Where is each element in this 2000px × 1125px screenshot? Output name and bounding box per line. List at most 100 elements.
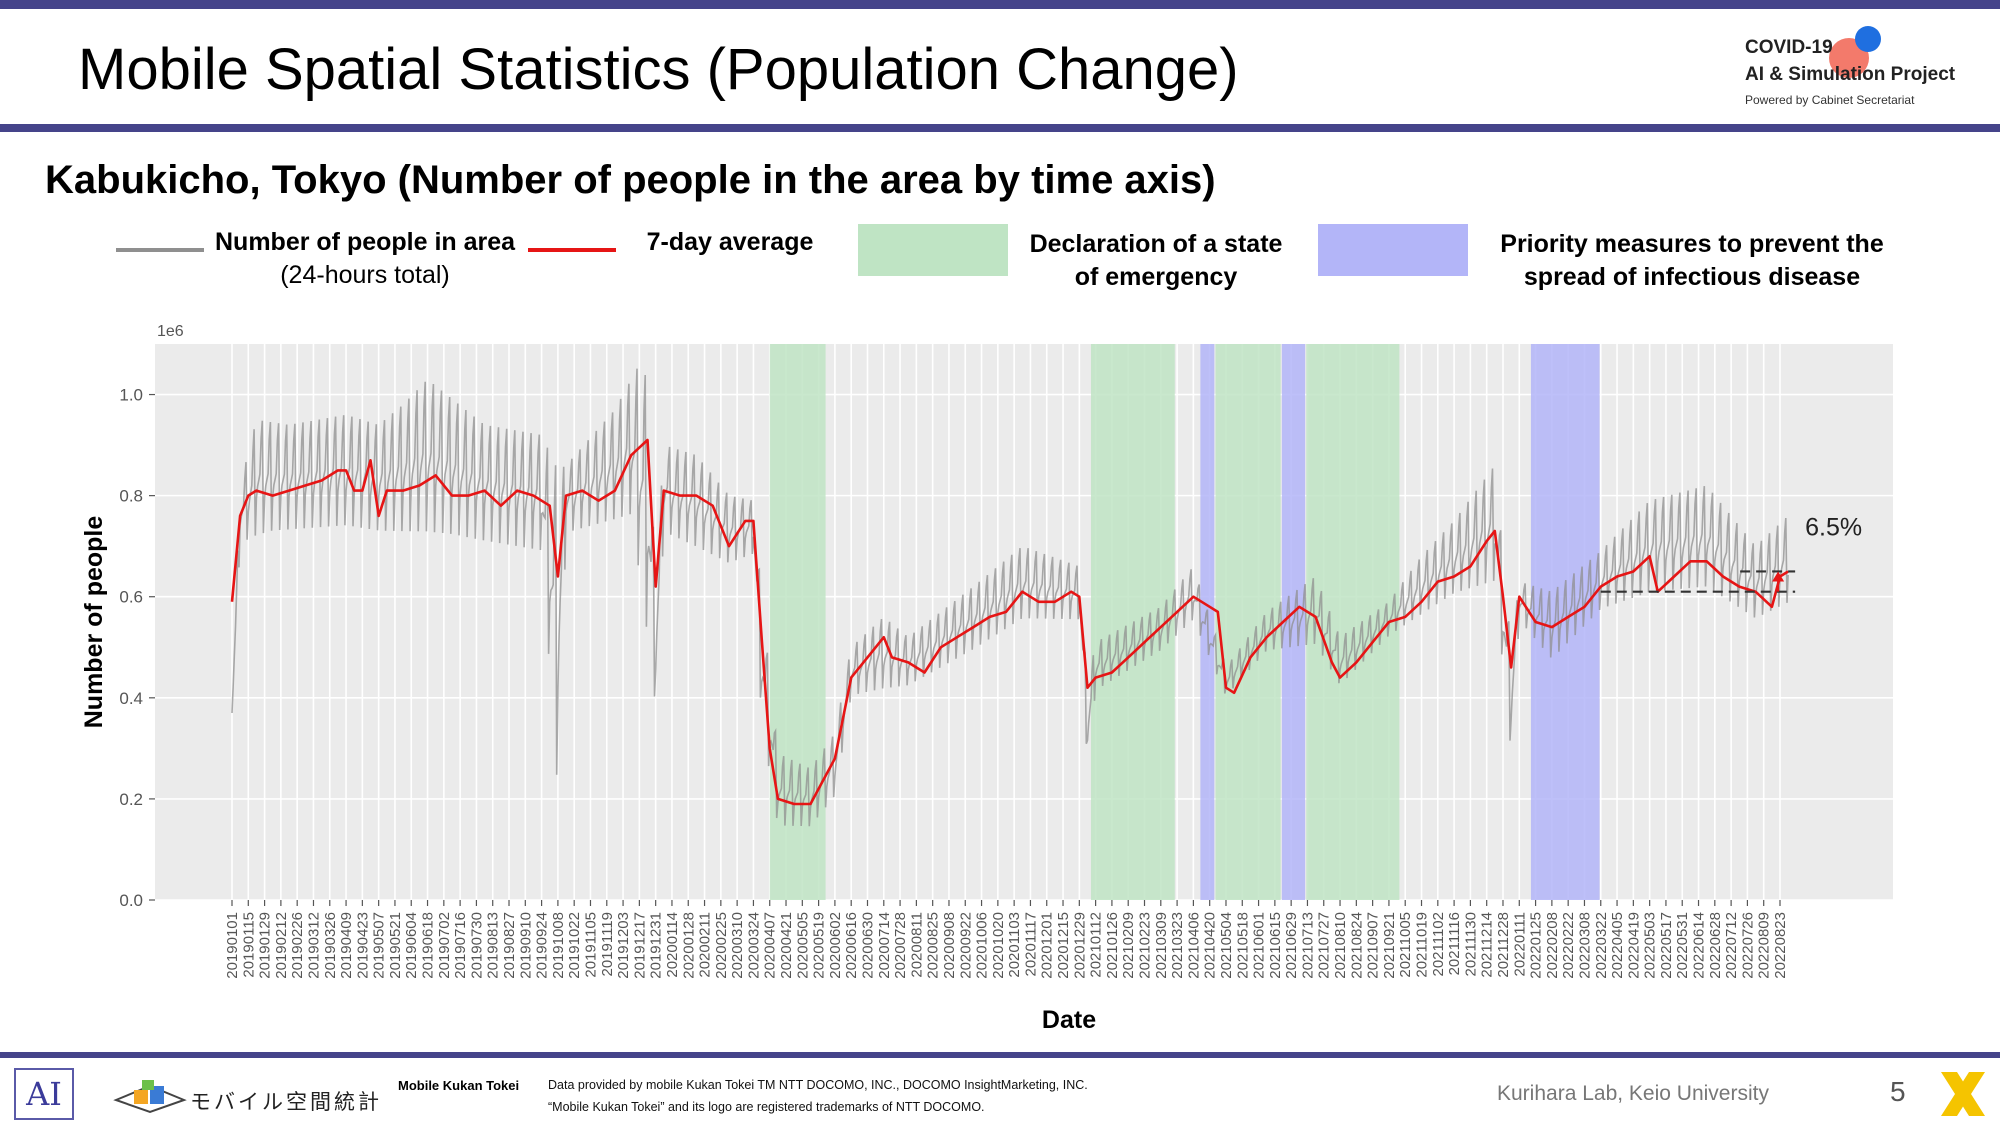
x-tick-label: 20200310 [729, 912, 746, 979]
page-title: Mobile Spatial Statistics (Population Ch… [78, 37, 1239, 102]
x-tick-label: 20200211 [697, 912, 714, 978]
legend-priority: Priority measures to prevent the spread … [1472, 228, 1912, 294]
x-tick-label: 20191231 [648, 912, 665, 979]
y-tick-label: 0.8 [119, 487, 143, 506]
x-tick-label: 20200811 [908, 912, 925, 978]
legend-priority-label-2: spread of infectious disease [1523, 263, 1861, 291]
x-tick-label: 20220628 [1707, 912, 1724, 979]
x-tick-label: 20190409 [338, 912, 355, 979]
x-tick-label: 20211019 [1414, 912, 1431, 978]
legend-daily-label: Number of people in area [215, 228, 516, 256]
x-tick-label: 20220614 [1691, 912, 1708, 979]
x-tick-label: 20210420 [1202, 912, 1219, 979]
emergency-period [1306, 344, 1400, 900]
x-tick-label: 20220308 [1577, 912, 1594, 979]
x-tick-label: 20190129 [257, 912, 274, 979]
legend-emergency-label-1: Declaration of a state [1029, 230, 1283, 258]
x-tick-label: 20210615 [1267, 912, 1284, 979]
x-tick-label: 20210223 [1137, 912, 1154, 979]
legend-priority-swatch [1318, 224, 1468, 276]
x-tick-label: 20201117 [1022, 912, 1039, 977]
logo-line-1: COVID-19 [1745, 37, 1833, 58]
footer-rule [0, 1052, 2000, 1058]
x-tick-label: 20190702 [436, 912, 453, 979]
x-tick-label: 20211228 [1495, 912, 1512, 978]
x-tick-label: 20200505 [794, 912, 811, 979]
x-tick-label: 20200602 [827, 912, 844, 979]
x-tick-label: 20210907 [1365, 912, 1382, 979]
x-tick-label: 20190212 [273, 912, 290, 979]
x-tick-label: 20200407 [762, 912, 779, 979]
x-tick-label: 20201201 [1039, 912, 1056, 979]
x-tick-label: 20191217 [631, 912, 648, 979]
ai-lab-logo: AI [14, 1068, 74, 1120]
x-tick-label: 20220809 [1756, 912, 1773, 979]
x-tick-label: 20190827 [501, 912, 518, 979]
x-tick-label: 20200128 [680, 912, 697, 979]
x-tick-label: 20190326 [322, 912, 339, 979]
x-tick-label: 20200324 [745, 912, 762, 979]
x-tick-label: 20191008 [550, 912, 567, 979]
x-tick-label: 20210713 [1300, 912, 1317, 979]
x-tick-label: 20220517 [1658, 912, 1675, 979]
legend-average-swatch [528, 248, 616, 252]
x-tick-label: 20211102 [1430, 912, 1447, 977]
x-tick-label: 20220531 [1674, 912, 1691, 979]
x-tick-label: 20210629 [1283, 912, 1300, 979]
legend-emergency-label-2: of emergency [1074, 263, 1238, 291]
plot-background [155, 344, 1893, 900]
x-tick-label: 20191203 [615, 912, 632, 979]
x-tick-label: 20201229 [1071, 912, 1088, 979]
x-tick-label: 20200616 [843, 912, 860, 979]
x-tick-label: 20200714 [876, 912, 893, 979]
x-tick-label: 20210126 [1104, 912, 1121, 979]
x-tick-label: 20220503 [1642, 912, 1659, 979]
x-tick-label: 20201215 [1055, 912, 1072, 979]
x-tick-label: 20190521 [387, 912, 404, 979]
x-tick-label: 20190910 [517, 912, 534, 979]
x-tick-label: 20200114 [664, 912, 681, 978]
y-scale-label: 1e6 [157, 323, 184, 340]
x-tick-label: 20210112 [1088, 912, 1105, 978]
x-tick-label: 20200421 [778, 912, 795, 979]
x-logo-icon [1941, 1072, 1985, 1116]
x-tick-label: 20210518 [1234, 912, 1251, 979]
x-tick-label: 20220823 [1772, 912, 1789, 979]
x-tick-label: 20190115 [240, 912, 257, 978]
x-tick-label: 20220222 [1560, 912, 1577, 979]
logo-line-3: Powered by Cabinet Secretariat [1745, 93, 1915, 107]
legend-daily-sublabel: (24-hours total) [280, 261, 450, 289]
average-series-line [230, 438, 1789, 806]
x-tick-label: 20210209 [1120, 912, 1137, 979]
x-tick-label: 20220712 [1723, 912, 1740, 979]
x-tick-label: 20190312 [306, 912, 323, 979]
page-number: 5 [1890, 1076, 1906, 1107]
x-tick-label: 20220125 [1528, 912, 1545, 979]
x-tick-label: 20220419 [1625, 912, 1642, 979]
x-tick-label: 20220322 [1593, 912, 1610, 979]
legend-average: 7-day average [630, 226, 830, 259]
x-tick-label: 20210601 [1251, 912, 1268, 979]
x-tick-label: 20211116 [1446, 912, 1463, 975]
mobile-kukan-tokei-logo-text: モバイル空間統計 [190, 1091, 382, 1114]
title-rule [0, 124, 2000, 132]
x-tick-label: 20220111 [1511, 912, 1528, 977]
x-tick-label: 20200225 [713, 912, 730, 979]
legend-emergency: Declaration of a state of emergency [1012, 228, 1300, 294]
x-tick-label: 20210727 [1316, 912, 1333, 979]
logo-dot-icon [1855, 26, 1881, 52]
x-tick-label: 20190813 [485, 912, 502, 979]
x-tick-label: 20191022 [566, 912, 583, 979]
x-tick-label: 20190101 [224, 912, 241, 979]
x-tick-label: 20200922 [957, 912, 974, 979]
x-tick-label: 20200908 [941, 912, 958, 979]
x-tick-label: 20190924 [534, 912, 551, 979]
x-tick-label: 20190618 [420, 912, 437, 979]
x-tick-label: 20210810 [1332, 912, 1349, 979]
x-tick-label: 20200825 [925, 912, 942, 979]
x-tick-label: 20220726 [1739, 912, 1756, 979]
footer-credit-2: “Mobile Kukan Tokei” and its logo are re… [548, 1100, 985, 1114]
y-tick-label: 0.4 [119, 689, 143, 708]
x-tick-label: 20210824 [1348, 912, 1365, 979]
